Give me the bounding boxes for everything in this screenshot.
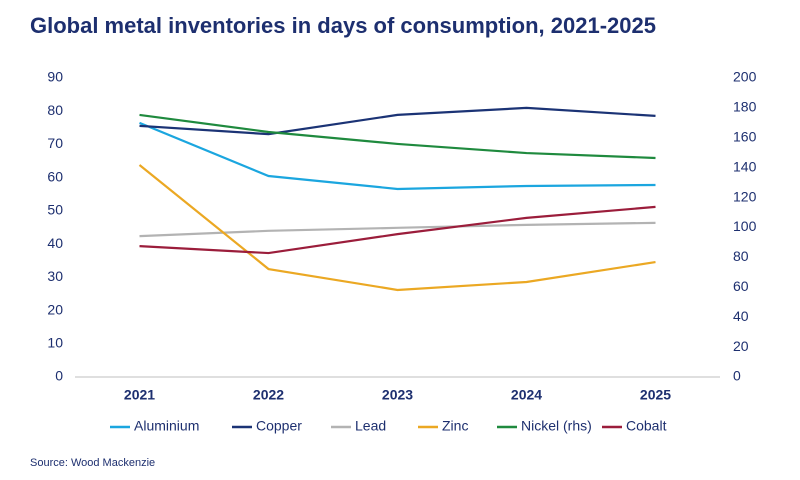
y2-tick-label: 200: [733, 69, 757, 85]
y-tick-label: 50: [47, 202, 63, 218]
legend-label: Lead: [355, 418, 386, 434]
chart-title: Global metal inventories in days of cons…: [30, 13, 656, 38]
y2-tick-label: 140: [733, 158, 757, 174]
y2-tick-label: 160: [733, 129, 757, 145]
series-line: [139, 113, 656, 160]
y-tick-label: 0: [55, 368, 63, 384]
y2-tick-label: 80: [733, 248, 749, 264]
series-line: [139, 221, 656, 238]
legend-label: Copper: [256, 418, 302, 434]
series-line: [139, 205, 656, 255]
y2-tick-label: 100: [733, 218, 757, 234]
y2-tick-label: 120: [733, 188, 757, 204]
legend-label: Zinc: [442, 418, 468, 434]
x-tick-label: 2023: [382, 387, 413, 403]
y-tick-label: 40: [47, 235, 63, 251]
legend-label: Cobalt: [626, 418, 667, 434]
y-tick-label: 60: [47, 168, 63, 184]
series-line: [139, 106, 656, 136]
y-tick-label: 10: [47, 334, 63, 350]
x-tick-label: 2024: [511, 387, 542, 403]
y2-tick-label: 60: [733, 278, 749, 294]
y2-tick-label: 0: [733, 368, 741, 384]
y-tick-label: 20: [47, 301, 63, 317]
y-tick-label: 80: [47, 102, 63, 118]
y2-tick-label: 40: [733, 308, 749, 324]
x-tick-label: 2025: [640, 387, 671, 403]
x-tick-label: 2022: [253, 387, 284, 403]
y-tick-label: 90: [47, 69, 63, 85]
legend-label: Aluminium: [134, 418, 199, 434]
source-note: Source: Wood Mackenzie: [30, 457, 155, 469]
series-line: [139, 121, 656, 191]
y-tick-label: 70: [47, 135, 63, 151]
y2-tick-label: 20: [733, 338, 749, 354]
legend-label: Nickel (rhs): [521, 418, 592, 434]
x-tick-label: 2021: [124, 387, 155, 403]
series-line: [138, 164, 656, 292]
y-tick-label: 30: [47, 268, 63, 284]
y2-tick-label: 180: [733, 99, 757, 115]
